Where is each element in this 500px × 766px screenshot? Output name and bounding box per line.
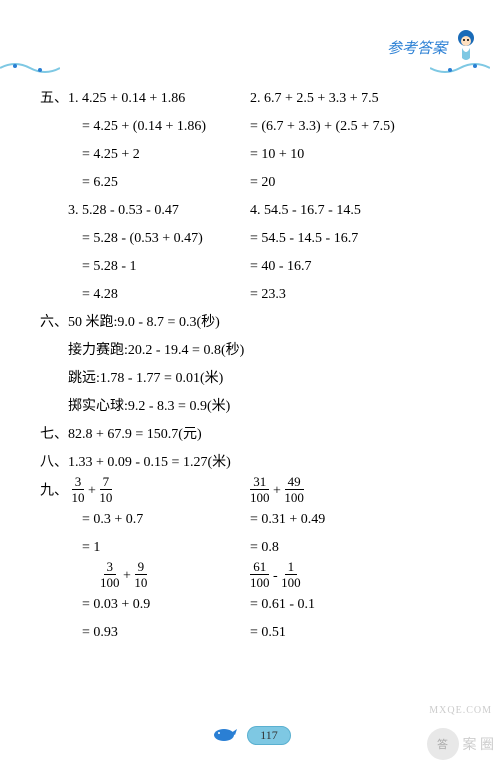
e1b: = 0.31 + 0.49 [250,506,475,534]
page-number-badge: 117 [247,726,291,745]
q2-l2: = (6.7 + 3.3) + (2.5 + 7.5) [250,113,475,141]
e3b: = 0.61 - 0.1 [250,591,475,619]
frac-3a: 3100 [100,560,120,589]
frac-2b: 49100 [284,475,304,504]
frac-1b: 710 [99,475,112,504]
section-8-label: 八、 [40,449,68,477]
e1a: = 0.3 + 0.7 [40,506,250,534]
q2-l4: = 20 [250,169,475,197]
q4-l2: = 54.5 - 14.5 - 16.7 [250,225,475,253]
page-header-title: 参考答案 [387,37,447,58]
section-7-label: 七、 [40,421,68,449]
section-9-label: 九、 [40,484,68,499]
f2-op: + [270,484,285,499]
e2a: = 1 [40,534,250,562]
q4-l1: 54.5 - 16.7 - 14.5 [264,203,361,218]
watermark-logo: 答 案 圈 [427,728,495,760]
p6-l1: 50 米跑:9.0 - 8.7 = 0.3(秒) [68,309,220,337]
frac-3b: 910 [134,560,147,589]
q3-num: 3. [68,203,79,218]
e3a: = 0.03 + 0.9 [40,591,250,619]
frac-4b: 1100 [281,560,301,589]
q2-l1: 6.7 + 2.5 + 3.3 + 7.5 [264,91,379,106]
p6-l2: 接力赛跑:20.2 - 19.4 = 0.8(秒) [40,337,475,365]
section-6-label: 六、 [40,309,68,337]
answer-content: 五、1. 4.25 + 0.14 + 1.86 2. 6.7 + 2.5 + 3… [40,85,475,647]
p8-l1: 1.33 + 0.09 - 0.15 = 1.27(米) [68,449,231,477]
q2-l3: = 10 + 10 [250,141,475,169]
q2-num: 2. [250,91,261,106]
q3-l3: = 5.28 - 1 [40,253,250,281]
q4-l4: = 23.3 [250,281,475,309]
q4-num: 4. [250,203,261,218]
q4-l3: = 40 - 16.7 [250,253,475,281]
q1-l4: = 6.25 [40,169,250,197]
p6-l3: 跳远:1.78 - 1.77 = 0.01(米) [40,365,475,393]
flourish-left-icon [0,58,60,78]
watermark-circle-icon: 答 [427,728,459,760]
e4b: = 0.51 [250,619,475,647]
f3-op: + [120,569,135,584]
f4-op: - [270,569,282,584]
f1-op: + [85,484,100,499]
p6-l4: 掷实心球:9.2 - 8.3 = 0.9(米) [40,393,475,421]
watermark-text: 案 圈 [463,734,495,754]
q3-l1: 5.28 - 0.53 - 0.47 [82,203,179,218]
q1-l3: = 4.25 + 2 [40,141,250,169]
flourish-right-icon [430,58,490,78]
q3-l2: = 5.28 - (0.53 + 0.47) [40,225,250,253]
section-5-label: 五、 [40,91,68,106]
q1-l2: = 4.25 + (0.14 + 1.86) [40,113,250,141]
footer-whale-icon [209,723,239,748]
q1-l1: 4.25 + 0.14 + 1.86 [82,91,185,106]
e4a: = 0.93 [40,619,250,647]
frac-4a: 61100 [250,560,270,589]
frac-2a: 31100 [250,475,270,504]
p7-l1: 82.8 + 67.9 = 150.7(元) [68,421,202,449]
q1-num: 1. [68,91,79,106]
frac-1a: 310 [72,475,85,504]
e2b: = 0.8 [250,534,475,562]
q3-l4: = 4.28 [40,281,250,309]
watermark-url: MXQE.COM [429,705,492,716]
